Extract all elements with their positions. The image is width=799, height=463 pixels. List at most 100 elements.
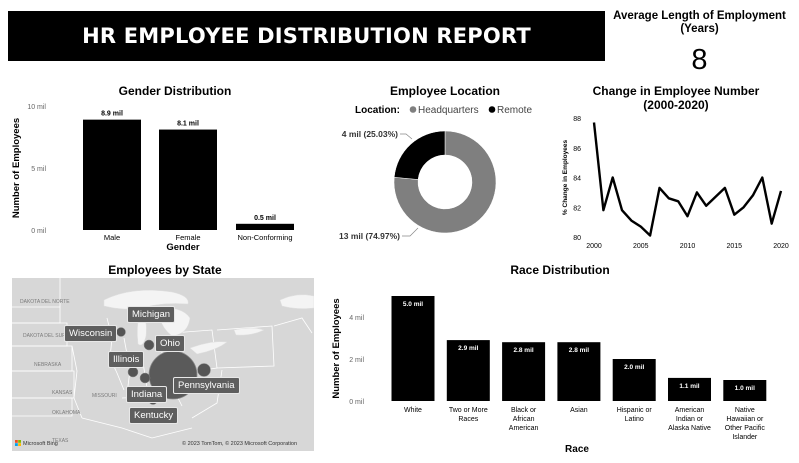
trend-chart-title: Change in Employee Number (2000-2020) (592, 84, 760, 112)
gender-data-label: 0.5 mil (254, 215, 276, 222)
trend-series-line (592, 122, 783, 237)
race-data-label: 5.0 mil (403, 301, 423, 308)
race-chart-title: Race Distribution (510, 263, 610, 277)
race-bar (723, 380, 767, 401)
kpi-value: 8 (691, 44, 708, 76)
race-data-label: 1.1 mil (679, 383, 699, 390)
map-credit-bing: Microsoft Bing (23, 441, 58, 447)
race-x-tick-line: Two or More (449, 407, 488, 414)
race-x-tick-line: Indian or (676, 416, 704, 423)
wisconsin-bubble[interactable] (116, 327, 126, 337)
map-label-illinois[interactable]: Illinois (108, 351, 145, 368)
race-x-tick-line: Black or (511, 407, 537, 414)
race-y-tick-label: 0 mil (349, 399, 364, 406)
race-y-axis-label: Number of Employees (331, 298, 342, 398)
race-x-axis-label: Race (565, 444, 589, 455)
race-data-label: 1.0 mil (735, 385, 755, 392)
map-region-label: TEXAS (52, 438, 69, 444)
race-x-tick-label: Asian (570, 407, 588, 414)
trend-x-tick-label: 2020 (773, 243, 789, 250)
race-x-tick-line: Races (458, 416, 478, 423)
location-data-label: 13 mil (74.97%) (339, 231, 400, 241)
map-label-indiana[interactable]: Indiana (126, 386, 168, 403)
gender-bar-chart: 0 mil 5 mil 10 mil Number of Employees 8.9 m… (11, 104, 294, 253)
gender-bar (159, 129, 217, 230)
race-bar (391, 296, 435, 401)
trend-line-chart: 80 82 84 86 88 2000 2005 2010 2015 2020 % Change i… (562, 116, 789, 250)
trend-y-tick-label: 88 (573, 116, 581, 123)
trend-x-tick-label: 2010 (680, 243, 696, 250)
race-y-tick-label: 2 mil (349, 357, 364, 364)
race-y-tick-label: 4 mil (349, 315, 364, 322)
race-x-tick-line: Islander (732, 434, 758, 441)
race-x-tick-line: White (404, 407, 422, 414)
race-x-tick-label: Native Hawaiian or Other Pacific Islander (725, 407, 766, 441)
indiana-bubble[interactable] (139, 372, 151, 384)
gender-y-tick-label: 10 mil (27, 104, 46, 111)
location-legend-marker (409, 106, 417, 113)
state-map[interactable]: DAKOTA DEL NORTE DAKOTA DEL SUR NEBRASKA… (12, 278, 314, 451)
state-map-title: Employees by State (108, 263, 222, 277)
race-x-tick-line: Other Pacific (725, 425, 766, 432)
trend-y-tick-label: 80 (573, 235, 581, 242)
race-x-tick-line: Alaska Native (668, 425, 711, 432)
trend-x-tick-label: 2015 (726, 243, 742, 250)
gender-bar (236, 223, 294, 230)
race-x-tick-line: American (675, 407, 705, 414)
gender-bar (83, 119, 141, 230)
location-leader-line (402, 227, 419, 237)
race-x-tick-line: African (513, 416, 535, 423)
trend-y-tick-label: 82 (573, 205, 581, 212)
gender-x-tick-label: Female (175, 233, 200, 242)
race-x-tick-label: Hispanic or Latino (617, 407, 653, 423)
race-data-label: 2.9 mil (458, 345, 478, 352)
location-donut-slice (393, 130, 497, 234)
map-label-ohio[interactable]: Ohio (155, 335, 186, 352)
gender-y-axis-label: Number of Employees (11, 118, 22, 218)
race-x-tick-line: Native (735, 407, 755, 414)
kpi-label: Average Length of Employment (Years) (613, 10, 786, 35)
race-bar (446, 340, 490, 401)
map-region-label: KANSAS (52, 390, 73, 396)
location-legend-marker (488, 106, 496, 113)
race-x-tick-label: Two or More Races (449, 407, 488, 423)
map-label-michigan[interactable]: Michigan (127, 306, 176, 323)
race-bar (668, 377, 711, 401)
kpi-card: Average Length of Employment (Years) 8 (612, 10, 787, 77)
trend-y-tick-label: 84 (573, 176, 581, 183)
map-label-pennsylvania[interactable]: Pennsylvania (173, 377, 240, 394)
map-label-kentucky[interactable]: Kentucky (129, 407, 179, 424)
location-chart-title: Employee Location (389, 84, 501, 98)
illinois-bubble[interactable] (127, 366, 139, 378)
report-title: HR EMPLOYEE DISTRIBUTION REPORT (82, 24, 531, 48)
race-x-tick-line: Hispanic or (617, 407, 653, 414)
race-bar (557, 342, 601, 401)
trend-y-tick-label: 86 (573, 146, 581, 153)
race-x-tick-line: Hawaiian or (726, 416, 764, 423)
gender-chart-title: Gender Distribution (118, 84, 232, 98)
race-x-tick-line: Asian (570, 407, 588, 414)
race-data-label: 2.8 mil (569, 347, 589, 354)
gender-x-axis-label: Gender (166, 242, 200, 253)
race-data-label: 2.8 mil (513, 347, 533, 354)
race-x-tick-label: American Indian or Alaska Native (668, 407, 711, 432)
gender-data-label: 8.1 mil (177, 121, 199, 128)
race-bar (612, 359, 656, 401)
report-title-bar: HR EMPLOYEE DISTRIBUTION REPORT (8, 11, 605, 61)
map-region-label: NEBRASKA (34, 362, 62, 368)
trend-x-tick-label: 2005 (633, 243, 649, 250)
pennsylvania-bubble[interactable] (197, 363, 211, 377)
location-leader-line (400, 133, 413, 140)
map-label-wisconsin[interactable]: Wisconsin (64, 325, 118, 342)
map-credit-copyright: © 2023 TomTom, © 2023 Microsoft Corporat… (182, 441, 298, 447)
race-bar-chart: 0 mil 2 mil 4 mil Number of Employees 5.0 mi… (331, 296, 767, 455)
map-region-label: MISSOURI (92, 393, 117, 399)
location-data-label: 4 mil (25.03%) (342, 129, 398, 139)
location-legend-label: Headquarters (418, 105, 479, 116)
location-legend-title: Location: (355, 105, 400, 116)
trend-y-axis-label: % Change in Employees (562, 140, 569, 216)
gender-data-label: 8.9 mil (101, 111, 123, 118)
location-legend-label: Remote (497, 105, 532, 116)
michigan-bubble[interactable] (143, 339, 155, 351)
location-donut-slice (393, 130, 446, 180)
